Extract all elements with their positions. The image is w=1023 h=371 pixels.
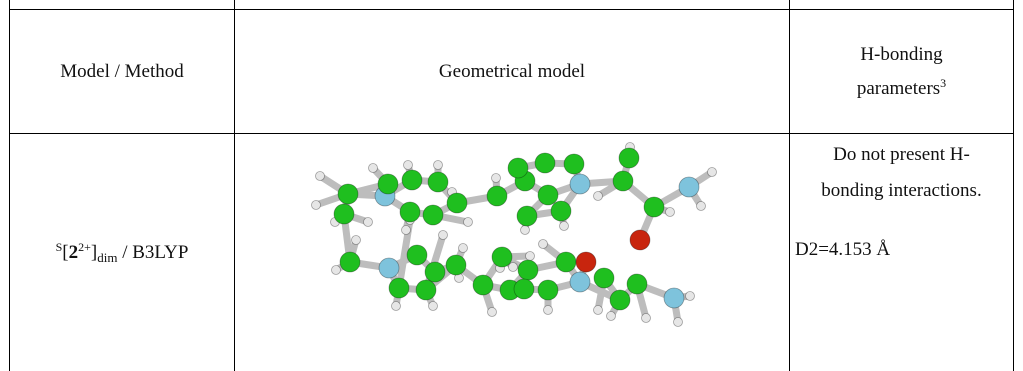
carbon-atom (424, 261, 446, 283)
row-h-bonding: Do not present H- bonding interactions. … (790, 134, 1013, 371)
header-geometrical-model: Geometrical model (235, 10, 789, 133)
header-h-bonding-parameters: H-bonding parameters3 (790, 10, 1013, 133)
carbon-atom (643, 196, 665, 218)
carbon-atom (507, 157, 529, 179)
h-bonding-note-line2: bonding interactions. (821, 180, 982, 201)
d2-distance-value: D2=4.153 Å (795, 239, 891, 260)
nitrogen-atom (569, 173, 591, 195)
row-model-method: S[22+]dim / B3LYP (10, 134, 234, 371)
hydrogen-atom (525, 251, 535, 261)
carbon-atom (388, 277, 410, 299)
carbon-atom (517, 259, 539, 281)
header-row-divider (9, 133, 1014, 134)
hydrogen-atom (463, 217, 473, 227)
carbon-atom (406, 244, 428, 266)
carbon-atom (626, 273, 648, 295)
hydrogen-atom (368, 163, 378, 173)
column-divider-1 (234, 0, 235, 371)
carbon-atom (486, 185, 508, 207)
hydrogen-atom (433, 160, 443, 170)
hydrogen-atom (520, 225, 530, 235)
table-border-right (1013, 0, 1014, 371)
header-h-bonding-line1: H-bonding (860, 44, 943, 66)
hydrogen-atom (428, 301, 438, 311)
carbon-atom (472, 274, 494, 296)
hydrogen-atom (665, 207, 675, 217)
hydrogen-atom (673, 317, 683, 327)
hydrogen-atom (641, 313, 651, 323)
carbon-atom (337, 183, 359, 205)
molecule-atoms (311, 142, 717, 327)
hydrogen-atom (351, 235, 361, 245)
carbon-atom (537, 184, 559, 206)
nitrogen-atom (569, 271, 591, 293)
hydrogen-atom (696, 201, 706, 211)
footnote-marker: 3 (940, 75, 947, 90)
carbon-atom (491, 246, 513, 268)
carbon-atom (446, 192, 468, 214)
carbon-atom (513, 278, 535, 300)
header-geometrical-model-text: Geometrical model (438, 60, 586, 82)
oxygen-atom (575, 251, 597, 273)
header-h-bonding-line2: parameters3 (856, 75, 947, 99)
nitrogen-atom (678, 176, 700, 198)
carbon-atom (593, 267, 615, 289)
hydrogen-atom (487, 307, 497, 317)
hydrogen-atom (593, 305, 603, 315)
header-model-method-text: Model / Method (60, 60, 184, 82)
hydrogen-atom (538, 239, 548, 249)
carbon-atom (563, 153, 585, 175)
carbon-atom (377, 173, 399, 195)
hydrogen-atom (458, 243, 468, 253)
carbon-atom (609, 289, 631, 311)
model-method-label: S[22+]dim / B3LYP (55, 239, 189, 265)
carbon-atom (537, 279, 559, 301)
carbon-atom (415, 279, 437, 301)
hydrogen-atom (707, 167, 717, 177)
hydrogen-atom (508, 262, 518, 272)
hydrogen-atom (543, 305, 553, 315)
h-bonding-note-line1: Do not present H- (833, 144, 970, 165)
carbon-atom (618, 147, 640, 169)
carbon-atom (534, 152, 556, 174)
carbon-atom (401, 169, 423, 191)
table-border-left (9, 0, 10, 371)
hydrogen-atom (311, 200, 321, 210)
carbon-atom (445, 254, 467, 276)
nitrogen-atom (378, 257, 400, 279)
hydrogen-atom (593, 191, 603, 201)
hydrogen-atom (559, 221, 569, 231)
carbon-atom (339, 251, 361, 273)
header-model-method: Model / Method (10, 10, 234, 133)
carbon-atom (333, 203, 355, 225)
hydrogen-atom (685, 291, 695, 301)
carbon-atom (612, 170, 634, 192)
hydrogen-atom (363, 217, 373, 227)
carbon-atom (550, 200, 572, 222)
hydrogen-atom (401, 225, 411, 235)
hydrogen-atom (403, 160, 413, 170)
hydrogen-atom (315, 171, 325, 181)
hydrogen-atom (438, 230, 448, 240)
carbon-atom (555, 251, 577, 273)
nitrogen-atom (663, 287, 685, 309)
carbon-atom (399, 201, 421, 223)
hydrogen-atom (491, 173, 501, 183)
hydrogen-atom (391, 301, 401, 311)
carbon-atom (516, 205, 538, 227)
table-border-top (9, 9, 1014, 10)
oxygen-atom (629, 229, 651, 251)
molecule-geometry-image (311, 142, 717, 327)
carbon-atom (427, 171, 449, 193)
carbon-atom (422, 204, 444, 226)
column-divider-2 (789, 0, 790, 371)
hydrogen-atom (606, 311, 616, 321)
hydrogen-atom (331, 265, 341, 275)
